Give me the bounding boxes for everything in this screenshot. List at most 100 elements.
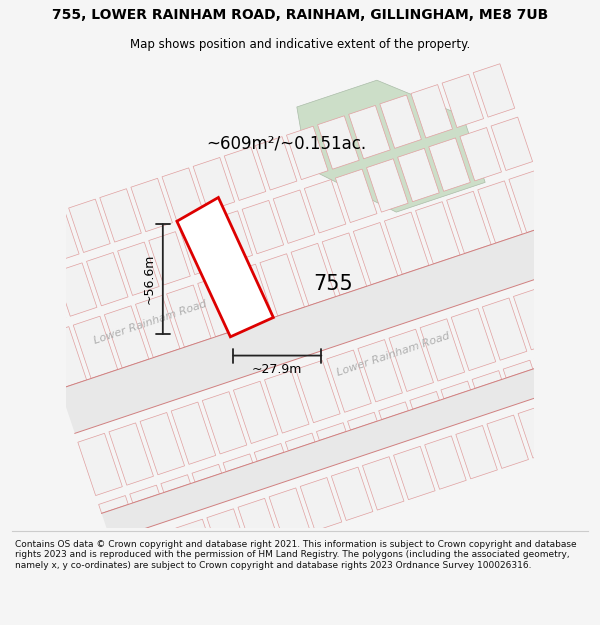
Polygon shape <box>327 350 371 413</box>
Polygon shape <box>472 371 502 388</box>
Polygon shape <box>398 148 439 202</box>
Polygon shape <box>425 436 466 489</box>
Polygon shape <box>331 467 373 521</box>
Polygon shape <box>68 199 110 252</box>
Polygon shape <box>238 498 280 552</box>
Polygon shape <box>104 306 149 368</box>
Polygon shape <box>286 126 328 179</box>
Polygon shape <box>316 422 346 441</box>
Polygon shape <box>394 446 435 499</box>
Polygon shape <box>509 171 553 232</box>
Polygon shape <box>161 475 191 492</box>
Polygon shape <box>286 433 315 451</box>
Polygon shape <box>273 190 315 243</box>
Text: 755: 755 <box>313 274 353 294</box>
Polygon shape <box>118 242 159 296</box>
Polygon shape <box>367 159 408 212</box>
Polygon shape <box>149 232 190 285</box>
Polygon shape <box>198 274 242 337</box>
Polygon shape <box>379 402 409 419</box>
Text: ~609m²/~0.151ac.: ~609m²/~0.151ac. <box>206 135 367 152</box>
Polygon shape <box>113 540 155 593</box>
Polygon shape <box>416 202 460 264</box>
Polygon shape <box>347 412 377 430</box>
Polygon shape <box>136 296 180 358</box>
Polygon shape <box>451 308 496 371</box>
Polygon shape <box>456 426 497 479</box>
Polygon shape <box>300 478 342 531</box>
Polygon shape <box>193 158 235 211</box>
Polygon shape <box>482 298 527 360</box>
Polygon shape <box>100 189 142 242</box>
Polygon shape <box>296 361 340 423</box>
Polygon shape <box>297 80 485 212</box>
Polygon shape <box>534 350 564 368</box>
Polygon shape <box>78 433 122 496</box>
Polygon shape <box>180 221 221 274</box>
Polygon shape <box>223 454 253 472</box>
Polygon shape <box>192 464 221 482</box>
Polygon shape <box>389 329 434 391</box>
Polygon shape <box>322 233 367 295</box>
Polygon shape <box>38 209 79 263</box>
Polygon shape <box>411 84 452 138</box>
Polygon shape <box>358 339 403 402</box>
Polygon shape <box>441 381 470 399</box>
Polygon shape <box>503 360 533 378</box>
Polygon shape <box>162 168 203 221</box>
Polygon shape <box>177 198 274 337</box>
Polygon shape <box>202 392 247 454</box>
Polygon shape <box>86 253 128 306</box>
Polygon shape <box>55 263 97 316</box>
Polygon shape <box>7 220 48 273</box>
Polygon shape <box>549 394 590 448</box>
Text: ~56.6m: ~56.6m <box>143 254 156 304</box>
Polygon shape <box>98 496 128 513</box>
Polygon shape <box>224 147 266 201</box>
Polygon shape <box>60 225 564 433</box>
Polygon shape <box>380 95 421 148</box>
Polygon shape <box>304 179 346 233</box>
Polygon shape <box>176 519 217 572</box>
Text: Lower Rainham Road: Lower Rainham Road <box>336 331 452 378</box>
Polygon shape <box>140 412 185 475</box>
Polygon shape <box>545 277 589 339</box>
Polygon shape <box>42 327 86 389</box>
Polygon shape <box>130 485 160 503</box>
Polygon shape <box>73 316 118 379</box>
Polygon shape <box>362 457 404 510</box>
Polygon shape <box>131 178 172 232</box>
Polygon shape <box>229 264 274 326</box>
Polygon shape <box>265 371 309 433</box>
Polygon shape <box>514 288 558 350</box>
Polygon shape <box>109 423 154 485</box>
Polygon shape <box>473 64 515 117</box>
Polygon shape <box>242 201 284 254</box>
Polygon shape <box>211 211 253 264</box>
Polygon shape <box>491 117 533 171</box>
Text: ~27.9m: ~27.9m <box>252 363 302 376</box>
Polygon shape <box>349 106 390 159</box>
Polygon shape <box>24 273 66 327</box>
Text: 755, LOWER RAINHAM ROAD, RAINHAM, GILLINGHAM, ME8 7UB: 755, LOWER RAINHAM ROAD, RAINHAM, GILLIN… <box>52 8 548 22</box>
Polygon shape <box>101 350 599 540</box>
Polygon shape <box>233 381 278 444</box>
Polygon shape <box>460 127 502 181</box>
Polygon shape <box>269 488 311 541</box>
Polygon shape <box>385 212 429 274</box>
Text: Map shows position and indicative extent of the property.: Map shows position and indicative extent… <box>130 38 470 51</box>
Polygon shape <box>580 384 600 438</box>
Polygon shape <box>410 391 439 409</box>
Polygon shape <box>171 402 215 464</box>
Polygon shape <box>335 169 377 222</box>
Polygon shape <box>565 339 595 357</box>
Polygon shape <box>353 222 398 285</box>
Text: Lower Rainham Road: Lower Rainham Road <box>92 298 208 346</box>
Polygon shape <box>167 285 211 348</box>
Polygon shape <box>145 529 186 583</box>
Text: Contains OS data © Crown copyright and database right 2021. This information is : Contains OS data © Crown copyright and d… <box>15 540 577 569</box>
Polygon shape <box>429 138 470 191</box>
Polygon shape <box>256 137 297 190</box>
Polygon shape <box>291 243 335 306</box>
Polygon shape <box>478 181 522 243</box>
